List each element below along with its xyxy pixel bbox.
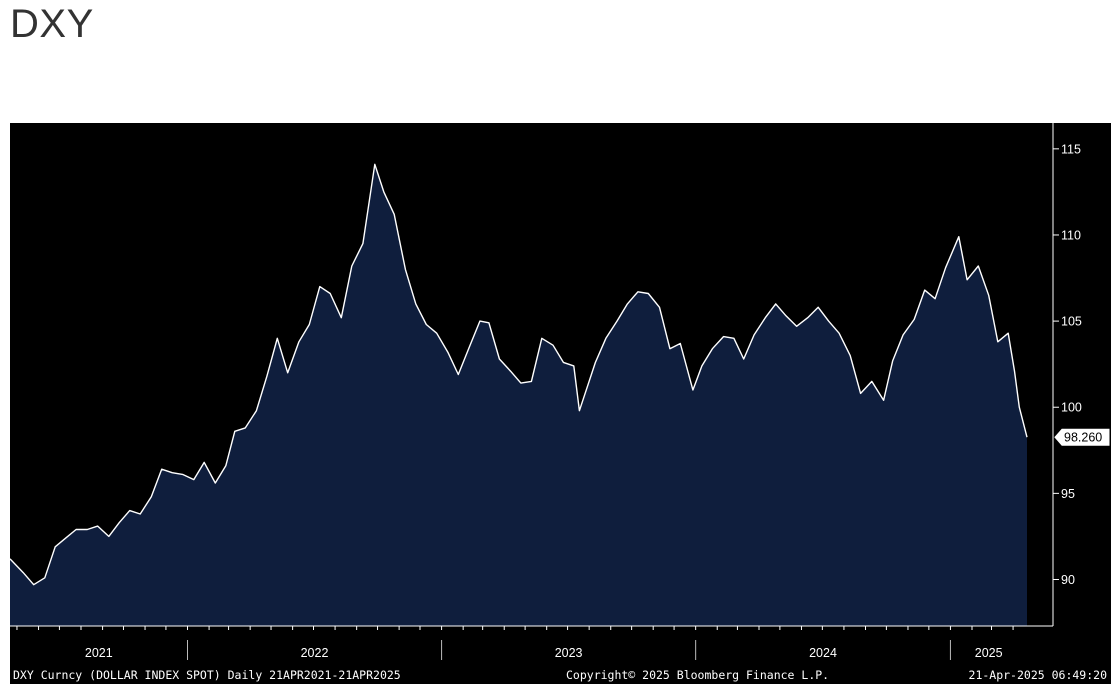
y-tick-label: 105 — [1061, 315, 1082, 329]
series-area — [10, 164, 1027, 627]
y-tick-label: 100 — [1061, 401, 1082, 415]
y-tick-label: 90 — [1061, 573, 1075, 587]
y-tick-label: 115 — [1061, 142, 1081, 156]
x-tick-label: 2021 — [85, 646, 113, 660]
y-tick-label: 95 — [1061, 487, 1075, 501]
last-value-label: 98.260 — [1064, 431, 1102, 445]
footer-ticker: DXY Curncy (DOLLAR INDEX SPOT) Daily 21A… — [13, 668, 401, 682]
footer-timestamp: 21-Apr-2025 06:49:20 — [968, 668, 1107, 682]
y-tick-label: 110 — [1061, 228, 1081, 242]
x-tick-label: 2022 — [301, 646, 329, 660]
dxy-area-chart: 90 95 100 105 110 115 98.260 2021 2022 2023 2024 2… — [10, 123, 1110, 660]
series-line — [10, 163, 1028, 586]
footer-copyright: Copyright© 2025 Bloomberg Finance L.P. — [566, 668, 830, 682]
last-value-badge — [1054, 428, 1110, 446]
x-tick-label: 2023 — [555, 646, 583, 660]
chart-footer: DXY Curncy (DOLLAR INDEX SPOT) Daily 21A… — [10, 666, 1111, 684]
x-tick-label: 2025 — [975, 646, 1003, 660]
x-tick-label: 2024 — [809, 646, 837, 660]
page-title: DXY — [10, 2, 94, 46]
chart-panel: 90 95 100 105 110 115 98.260 2021 2022 2023 2024 2… — [10, 123, 1111, 684]
